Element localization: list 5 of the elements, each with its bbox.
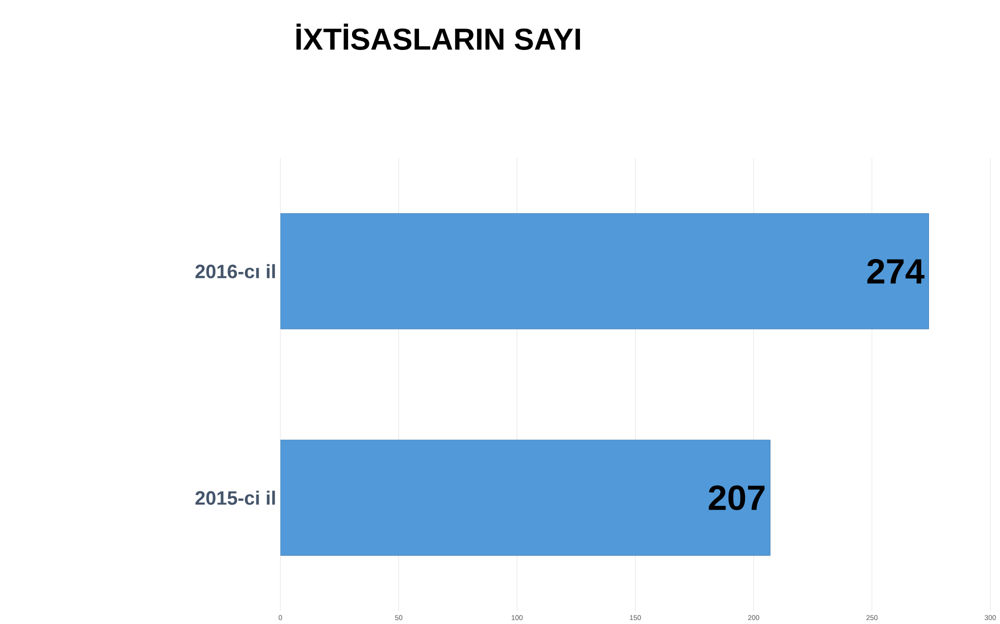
data-label: 207 [708, 485, 765, 510]
y-tick-label: 2015-ci il [195, 490, 275, 505]
chart-title: İXTİSASLARIN SAYI [296, 24, 580, 50]
data-label: 274 [867, 258, 924, 284]
y-tick-label: 2016-cı il [195, 264, 275, 278]
